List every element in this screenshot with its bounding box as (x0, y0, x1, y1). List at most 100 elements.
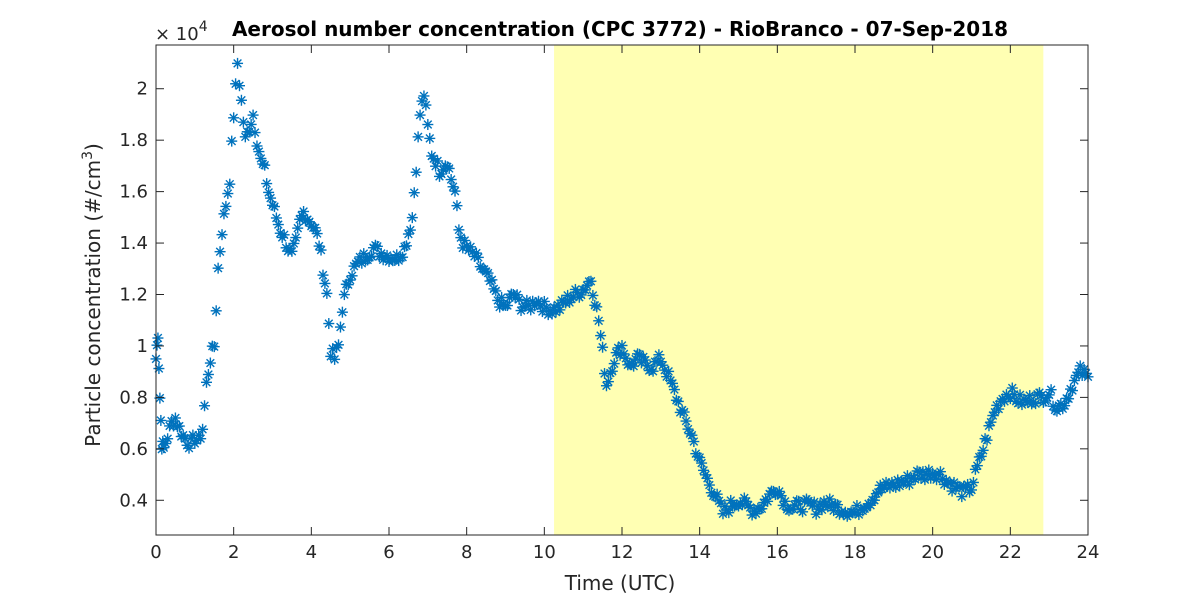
data-point (595, 330, 607, 342)
data-point (173, 420, 185, 432)
y-tick-label: 1.4 (119, 233, 148, 254)
y-tick-label: 0.8 (119, 387, 148, 408)
data-point (333, 339, 345, 351)
data-point (214, 246, 226, 258)
x-tick-label: 14 (688, 542, 711, 563)
data-point (298, 205, 310, 217)
x-tick-label: 6 (383, 542, 394, 563)
data-point (420, 99, 432, 111)
y-axis-label: Particle concentration (#/cm3) (80, 143, 105, 447)
data-point (501, 300, 513, 312)
data-point (934, 466, 946, 478)
data-point (162, 433, 174, 445)
data-point (152, 332, 164, 344)
data-point (286, 245, 298, 257)
x-tick-label: 0 (150, 542, 161, 563)
y-tick-label: 1.6 (119, 182, 148, 203)
data-point (1045, 384, 1057, 396)
data-point (616, 339, 628, 351)
data-point (993, 403, 1005, 415)
x-tick-label: 4 (306, 542, 317, 563)
data-point (199, 400, 211, 412)
x-tick-label: 12 (611, 542, 634, 563)
data-point (486, 274, 498, 286)
data-point (334, 321, 346, 333)
x-tick-label: 10 (533, 542, 556, 563)
chart-title: Aerosol number concentration (CPC 3772) … (232, 17, 1008, 41)
data-point (303, 216, 315, 228)
data-point (688, 436, 700, 448)
data-point (329, 353, 341, 365)
data-point (554, 304, 566, 316)
data-point (608, 358, 620, 370)
data-point (410, 166, 422, 178)
data-series (150, 57, 1094, 522)
data-point (740, 495, 752, 507)
data-point (967, 476, 979, 488)
data-point (292, 222, 304, 234)
data-point (169, 412, 181, 424)
x-tick-label: 16 (766, 542, 789, 563)
data-point (259, 159, 271, 171)
data-point (397, 251, 409, 263)
data-point (222, 188, 234, 200)
data-point (315, 244, 327, 256)
data-point (261, 178, 273, 190)
x-tick-label: 2 (228, 542, 239, 563)
data-point (653, 349, 665, 361)
x-axis-ticks: 0 2 4 6 8 10 12 14 16 18 20 22 24 (150, 45, 1099, 563)
data-point (237, 116, 249, 128)
y-tick-label: 1.2 (119, 285, 148, 306)
y-tick-label: 1.8 (119, 130, 148, 151)
data-point (228, 112, 240, 124)
data-point (408, 187, 420, 199)
data-point (696, 457, 708, 469)
data-point (247, 109, 259, 121)
data-point (232, 57, 244, 69)
y-axis-multiplier: × 104 (155, 19, 208, 45)
data-point (371, 240, 383, 252)
data-point (597, 341, 609, 353)
x-tick-label: 18 (844, 542, 867, 563)
data-point (513, 293, 525, 305)
data-point (249, 127, 261, 139)
data-point (183, 442, 195, 454)
data-point (1066, 385, 1078, 397)
y-tick-label: 0.6 (119, 439, 148, 460)
data-point (956, 491, 968, 503)
data-point (1024, 390, 1036, 402)
data-point (600, 380, 612, 392)
data-point (323, 318, 335, 330)
y-axis-ticks: 0.4 0.6 0.8 1 1.2 1.4 1.6 1.8 2 (119, 79, 1088, 511)
data-point (797, 506, 809, 518)
data-point (606, 365, 618, 377)
data-point (647, 365, 659, 377)
x-axis-label: Time (UTC) (564, 571, 676, 595)
data-point (404, 224, 416, 236)
data-point (212, 262, 224, 274)
data-point (226, 135, 238, 147)
data-point (338, 289, 350, 301)
data-point (977, 444, 989, 456)
data-point (253, 146, 265, 158)
data-point (418, 90, 430, 102)
data-point (195, 433, 207, 445)
data-point (678, 406, 690, 418)
data-point (1030, 398, 1042, 410)
data-point (151, 339, 163, 351)
data-point (422, 119, 434, 131)
data-point (245, 118, 257, 130)
data-point (472, 251, 484, 263)
data-point (981, 434, 993, 446)
data-point (406, 212, 418, 224)
data-point (432, 155, 444, 167)
y-axis-label-close: ) (81, 143, 105, 151)
data-point (711, 488, 723, 500)
data-point (319, 277, 331, 289)
x-tick-label: 24 (1077, 542, 1100, 563)
data-point (412, 131, 424, 143)
data-point (321, 287, 333, 299)
data-point (272, 219, 284, 231)
data-point (230, 78, 242, 90)
